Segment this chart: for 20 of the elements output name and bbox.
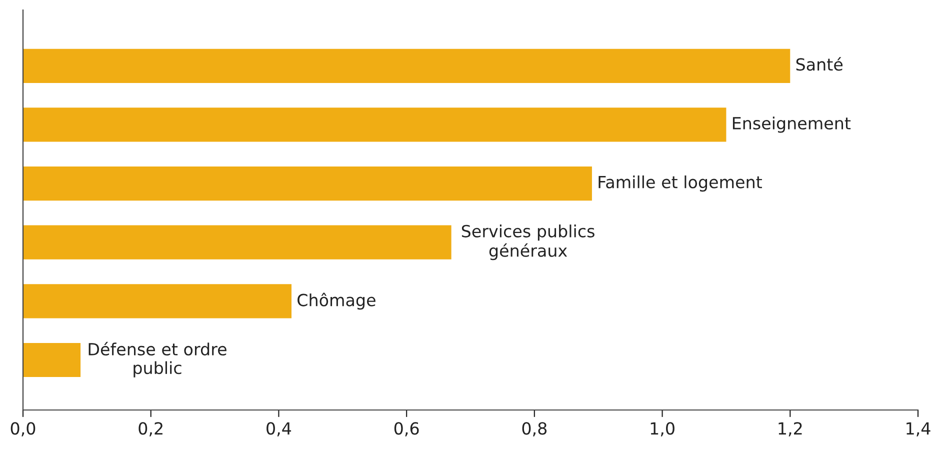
x-tick-label: 0,8 [522,422,547,436]
y-tick-label: Défense et ordre public [88,342,226,378]
x-tick-label: 1,2 [778,422,802,436]
bar [23,225,452,260]
x-tick-label: 0,6 [394,422,419,436]
bar [23,48,790,83]
bar [23,284,292,318]
bar [23,342,81,378]
x-tick-label: 0,2 [138,422,162,436]
x-tick-label: 0,0 [10,422,36,436]
x-tick-label: 0,4 [266,422,292,436]
bar [23,108,726,142]
bar [23,166,592,201]
y-tick-label: Chômage [298,292,376,310]
x-tick-label: 1,0 [650,422,674,436]
y-tick-label: Famille et logement [598,175,762,192]
y-tick-label: Enseignement [732,116,851,133]
x-tick-label: 1,4 [906,422,930,436]
y-tick-label: Santé [796,57,843,71]
y-tick-label: Services publics généraux [462,224,594,260]
